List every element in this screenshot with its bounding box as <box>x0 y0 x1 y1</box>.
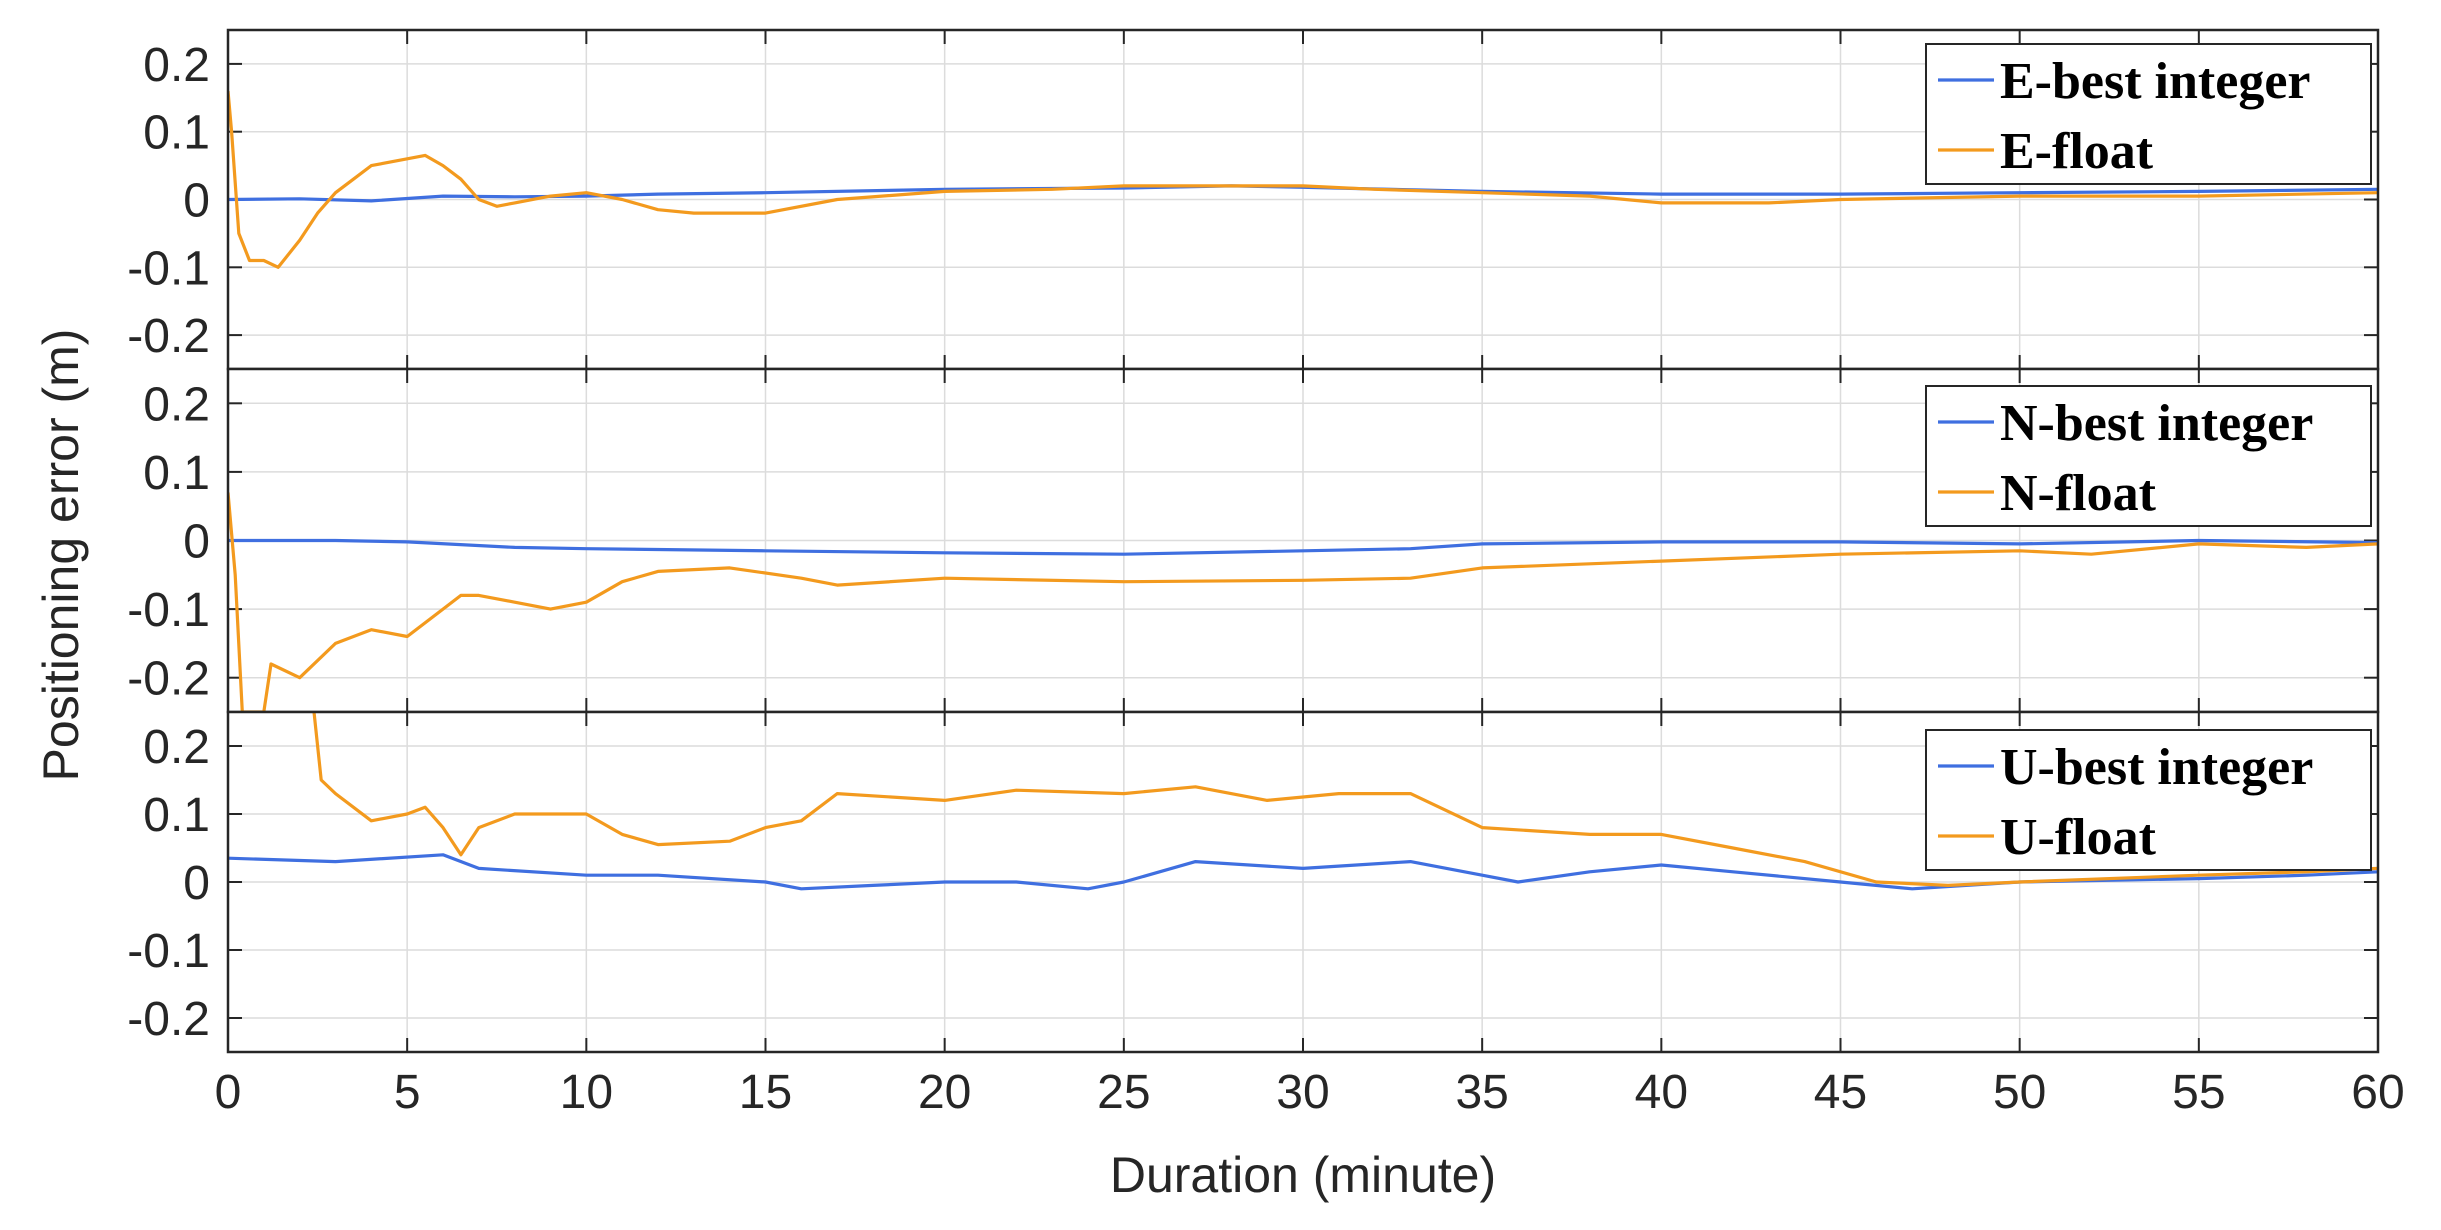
legend-label: U-best integer <box>2000 739 2313 796</box>
y-tick-label: 0 <box>183 857 210 910</box>
panel-u: 0.2 0.1 0 -0.1 -0.2 U-best integer U-float <box>127 710 2380 1054</box>
y-tick-label: -0.1 <box>127 584 210 637</box>
x-tick-label: 0 <box>215 1066 242 1119</box>
y-tick-label: 0 <box>183 516 210 569</box>
x-tick-labels: 0 5 10 15 20 25 30 35 40 45 50 55 60 <box>215 1066 2405 1119</box>
x-tick-label: 35 <box>1455 1066 1508 1119</box>
x-tick-label: 15 <box>739 1066 792 1119</box>
y-tick-label: -0.2 <box>127 653 210 706</box>
y-tick-label: 0 <box>183 175 210 228</box>
legend-n: N-best integer N-float <box>1925 385 2372 527</box>
legend-u: U-best integer U-float <box>1925 729 2372 871</box>
y-tick-label: 0.1 <box>143 789 210 842</box>
panel-e: 0.2 0.1 0 -0.1 -0.2 E-best integer E-float <box>127 28 2380 371</box>
y-tick-label: -0.1 <box>127 242 210 295</box>
legend-box <box>1925 43 2372 185</box>
legend-label: E-float <box>2000 123 2154 180</box>
series-lines <box>228 492 2378 712</box>
series-line-u-best-integer <box>228 853 2378 891</box>
y-tick-label: -0.2 <box>127 310 210 363</box>
x-tick-label: 55 <box>2172 1066 2225 1119</box>
x-tick-label: 5 <box>394 1066 421 1119</box>
series-lines <box>228 90 2378 269</box>
legend-label: E-best integer <box>2000 53 2310 110</box>
series-lines <box>228 712 2378 891</box>
y-tick-label: 0.2 <box>143 378 210 431</box>
x-tick-label: 60 <box>2351 1066 2404 1119</box>
y-tick-label: 0.1 <box>143 447 210 500</box>
series-line-n-float <box>228 492 2378 712</box>
y-tick-label: 0.2 <box>143 721 210 774</box>
series-line-u-float <box>312 712 2378 888</box>
legend-e: E-best integer E-float <box>1925 43 2372 185</box>
legend-label: N-best integer <box>2000 395 2313 452</box>
series-line-e-float <box>228 90 2378 269</box>
series-line-n-best-integer <box>228 538 2378 556</box>
x-tick-label: 10 <box>560 1066 613 1119</box>
x-tick-label: 20 <box>918 1066 971 1119</box>
legend-box <box>1925 385 2372 527</box>
legend-label: N-float <box>2000 465 2157 522</box>
y-tick-label: 0.1 <box>143 107 210 160</box>
x-tick-label: 45 <box>1814 1066 1867 1119</box>
y-tick-label: -0.2 <box>127 993 210 1046</box>
y-tick-label: -0.1 <box>127 925 210 978</box>
x-tick-label: 50 <box>1993 1066 2046 1119</box>
legend-box <box>1925 729 2372 871</box>
panel-n: 0.2 0.1 0 -0.1 -0.2 N-best integer N-float <box>127 367 2380 714</box>
legend-label: U-float <box>2000 809 2157 866</box>
x-tick-label: 25 <box>1097 1066 1150 1119</box>
panel-frame <box>226 710 2380 1054</box>
x-tick-label: 40 <box>1635 1066 1688 1119</box>
y-tick-label: 0.2 <box>143 39 210 92</box>
panels-group: 0.20.10-0.1-0.2E-best integerE-float0.20… <box>127 28 2380 1054</box>
x-axis-label: Duration (minute) <box>1110 1147 1496 1203</box>
x-tick-label: 30 <box>1276 1066 1329 1119</box>
y-axis-label: Positioning error (m) <box>33 329 89 782</box>
